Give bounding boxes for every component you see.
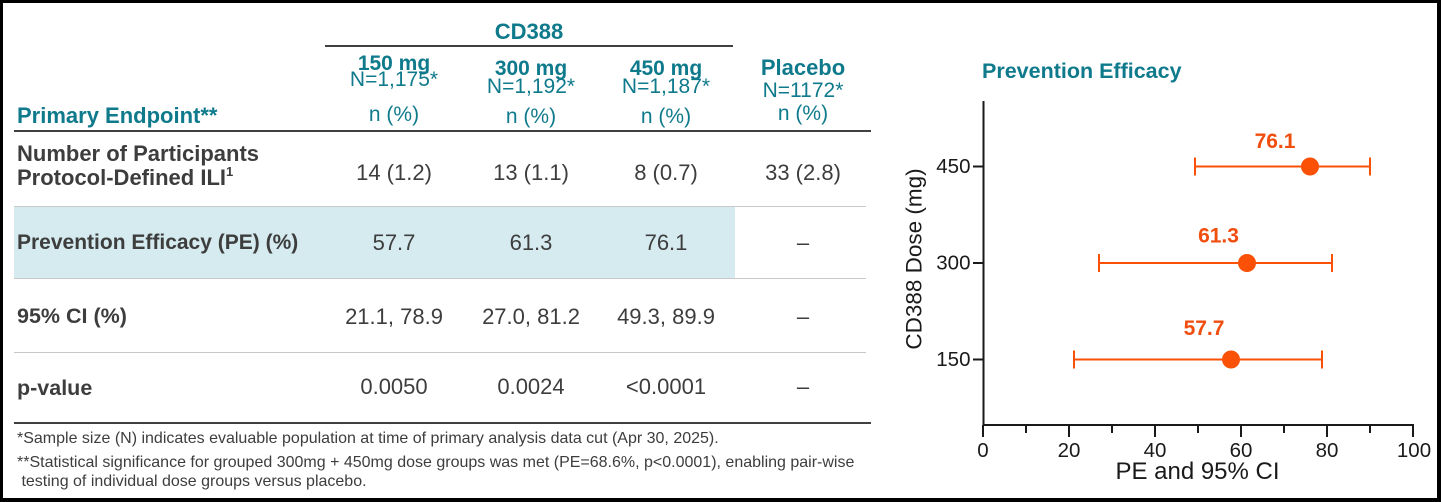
svg-text:80: 80 <box>1316 439 1339 462</box>
svg-text:40: 40 <box>1144 439 1167 462</box>
svg-text:60: 60 <box>1230 439 1253 462</box>
svg-text:Prevention Efficacy: Prevention Efficacy <box>982 59 1182 83</box>
svg-text:150: 150 <box>936 348 970 371</box>
svg-text:0: 0 <box>977 439 988 462</box>
svg-text:20: 20 <box>1058 439 1081 462</box>
svg-text:CD388 Dose (mg): CD388 Dose (mg) <box>902 168 927 349</box>
svg-text:61.3: 61.3 <box>1198 225 1239 248</box>
svg-text:100: 100 <box>1397 439 1431 462</box>
svg-text:450: 450 <box>936 155 970 178</box>
svg-text:300: 300 <box>936 252 970 275</box>
svg-text:57.7: 57.7 <box>1184 317 1225 340</box>
svg-text:PE and 95% CI: PE and 95% CI <box>1115 458 1279 485</box>
svg-text:76.1: 76.1 <box>1255 130 1296 153</box>
